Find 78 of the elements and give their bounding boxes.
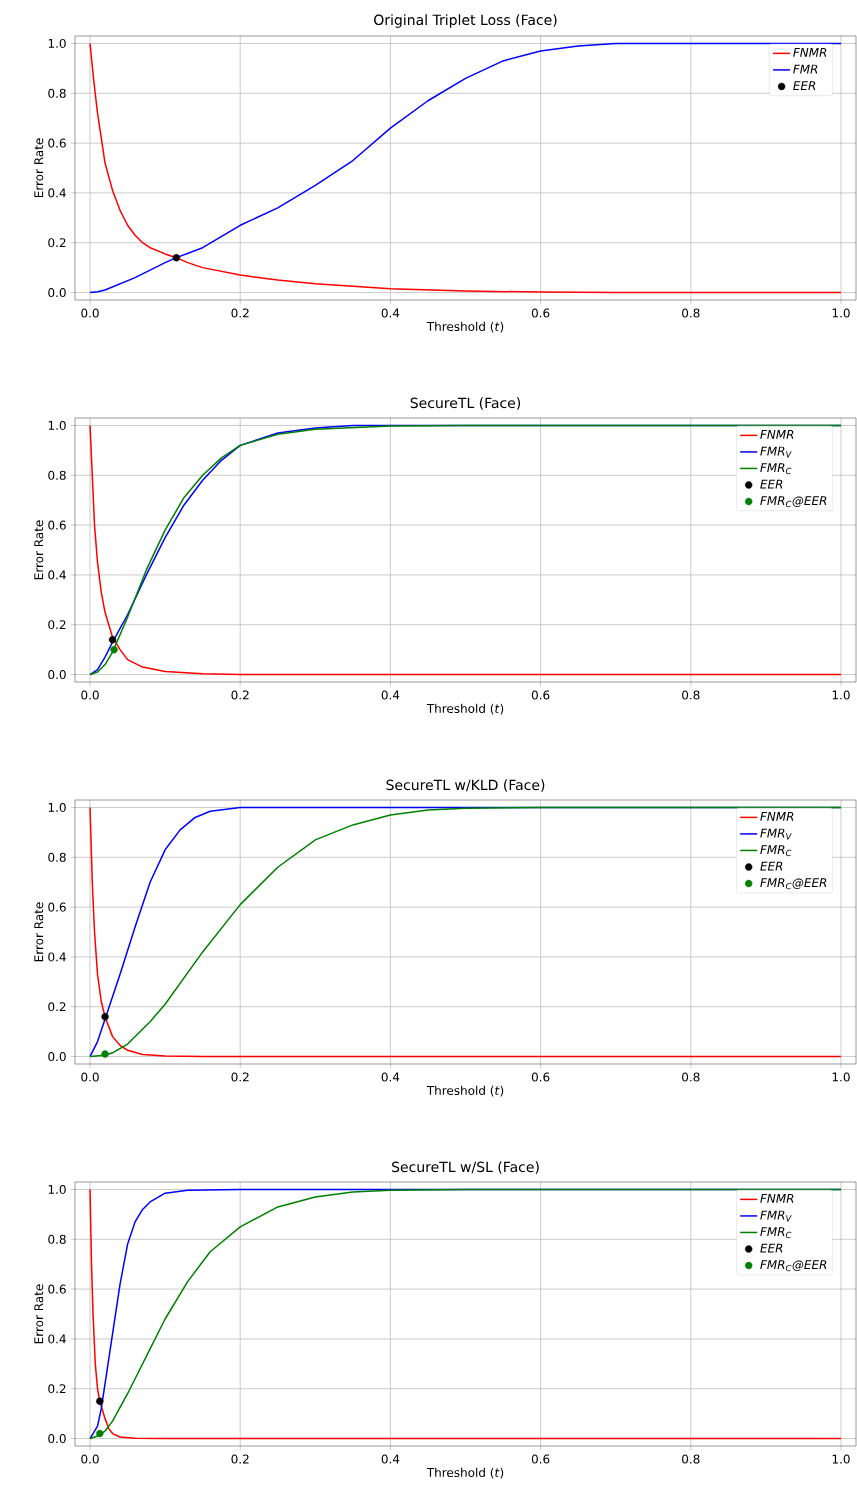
legend-label: FMR$_{V}$ (760, 446, 792, 458)
x-tick-label: 0.8 (682, 690, 700, 700)
y-tick-label: 0.2 (48, 620, 66, 630)
x-tick-label: 0.8 (682, 1072, 700, 1082)
x-tick-label: 0.8 (682, 1454, 700, 1464)
legend-label: FNMR (793, 48, 827, 57)
y-axis-title: Error Rate (34, 138, 44, 198)
y-tick-label: 0.4 (48, 570, 66, 580)
legend-label: FMR$_{C}$ (760, 463, 792, 475)
y-tick-label: 1.0 (48, 1184, 66, 1195)
x-tick-label: 1.0 (832, 1454, 850, 1464)
legend-label: FMR$_{V}$ (760, 1210, 792, 1222)
y-tick-label: 0.0 (48, 1052, 66, 1062)
x-axis-title: Threshold (t) (426, 1085, 504, 1097)
y-tick-label: 0.8 (48, 1234, 66, 1244)
legend-label: FMR$_{C}$@EER (760, 1260, 827, 1272)
y-tick-label: 0.4 (48, 952, 66, 962)
y-axis-title: Error Rate (34, 902, 44, 962)
y-tick-label: 0.4 (48, 188, 66, 198)
y-tick-label: 1.0 (48, 802, 66, 813)
legend-label: FMR (793, 64, 818, 74)
x-tick-label: 0.8 (682, 308, 700, 318)
legend-label: FNMR (760, 812, 794, 821)
x-tick-label: 1.0 (832, 1072, 850, 1082)
legend-label: EER (793, 81, 816, 90)
y-tick-label: 0.0 (48, 287, 66, 298)
y-tick-label: 0.8 (48, 470, 66, 480)
y-tick-label: 0.0 (48, 1434, 66, 1444)
y-axis-title: Error Rate (34, 520, 44, 580)
legend-label: FMR$_{V}$ (760, 828, 792, 840)
legend-label: FNMR (760, 430, 794, 439)
chart-title: Original Triplet Loss (Face) (374, 14, 557, 28)
legend-label: FMR$_{C}$ (760, 845, 792, 857)
legend-label: FMR$_{C}$@EER (760, 496, 827, 508)
y-tick-label: 0.6 (48, 138, 66, 148)
y-tick-label: 0.2 (48, 238, 66, 248)
x-tick-label: 0.4 (381, 1072, 400, 1082)
x-axis-title: Threshold (t) (426, 1467, 504, 1479)
legend-label: FMR$_{C}$@EER (760, 878, 827, 890)
x-tick-label: 0.6 (531, 1454, 550, 1464)
x-axis-title: Threshold (t) (426, 703, 504, 715)
x-tick-label: 0.6 (531, 1072, 550, 1082)
chart-title: SecureTL (Face) (410, 397, 521, 410)
y-tick-label: 0.8 (48, 852, 66, 862)
y-axis-title: Error Rate (34, 1284, 44, 1344)
x-tick-label: 0.6 (531, 308, 550, 318)
y-tick-label: 0.6 (48, 902, 66, 912)
y-tick-label: 0.4 (48, 1334, 66, 1344)
legend-label: EER (760, 1243, 783, 1253)
legend-label: FMR$_{C}$ (760, 1227, 792, 1239)
x-tick-label: 0.2 (231, 1454, 249, 1464)
x-tick-label: 1.0 (832, 690, 850, 700)
y-tick-label: 0.6 (48, 1284, 66, 1294)
x-tick-label: 0.0 (81, 690, 99, 700)
x-tick-label: 0.2 (231, 690, 249, 700)
x-tick-label: 0.4 (381, 308, 400, 318)
x-axis-title: Threshold (t) (426, 321, 504, 333)
y-tick-label: 1.0 (48, 420, 66, 431)
legend-label: EER (760, 479, 783, 489)
x-tick-label: 0.2 (231, 1072, 249, 1082)
x-tick-label: 0.0 (81, 1454, 99, 1464)
y-tick-label: 0.8 (48, 88, 66, 98)
y-tick-label: 0.0 (48, 670, 66, 680)
y-tick-label: 0.2 (48, 1002, 66, 1012)
x-tick-label: 0.6 (531, 690, 550, 700)
y-tick-label: 0.6 (48, 520, 66, 530)
x-tick-label: 0.0 (81, 308, 99, 318)
x-tick-label: 0.4 (381, 1454, 400, 1464)
chart-title: SecureTL w/KLD (Face) (386, 779, 545, 792)
legend-label: FNMR (760, 1194, 794, 1203)
x-tick-label: 0.4 (381, 690, 400, 700)
x-tick-label: 1.0 (832, 308, 850, 318)
legend-label: EER (760, 861, 783, 871)
y-tick-label: 1.0 (48, 38, 66, 49)
x-tick-label: 0.0 (81, 1072, 99, 1082)
y-tick-label: 0.2 (48, 1384, 66, 1394)
chart-title: SecureTL w/SL (Face) (392, 1161, 539, 1174)
x-tick-label: 0.2 (231, 308, 249, 318)
